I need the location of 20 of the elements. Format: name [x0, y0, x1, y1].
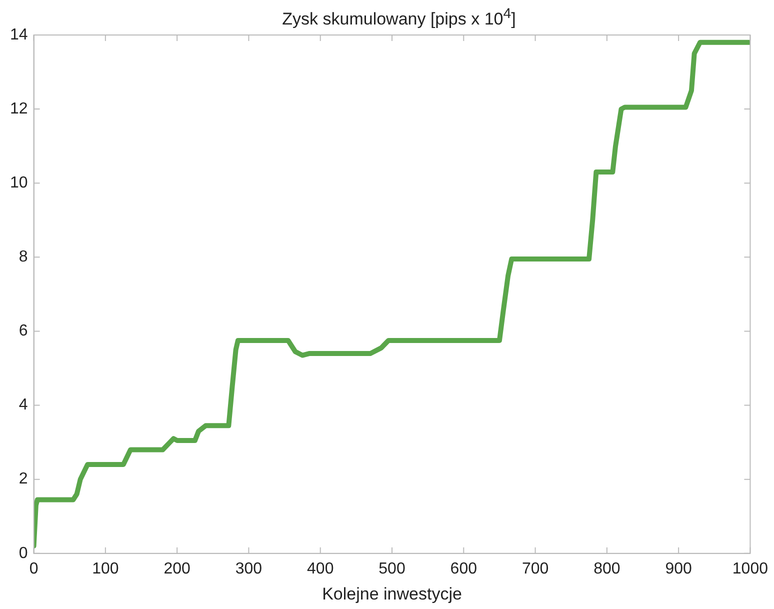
- x-tick-label: 600: [450, 560, 478, 578]
- y-tick-label: 4: [18, 396, 28, 414]
- x-tick-label: 300: [235, 560, 262, 578]
- x-tick-label: 900: [665, 560, 692, 578]
- x-tick-label: 800: [594, 560, 620, 578]
- y-tick-label: 12: [10, 100, 28, 118]
- x-axis-title: Kolejne inwestycje: [322, 584, 462, 604]
- x-tick-label: 700: [522, 560, 549, 578]
- chart-title: Zysk skumulowany [pips x 10$^{4}$]: [281, 6, 517, 30]
- y-tick-label: 14: [10, 26, 28, 44]
- y-tick-label: 8: [18, 248, 28, 266]
- x-tick-label: 100: [92, 560, 119, 578]
- x-tick-label: 200: [164, 560, 191, 578]
- y-tick-label: 10: [10, 174, 28, 192]
- y-tick-label: 2: [18, 470, 28, 488]
- x-tick-label: 500: [378, 560, 406, 578]
- y-tick-label: 6: [18, 322, 28, 340]
- x-tick-label: 400: [307, 560, 334, 578]
- y-tick-label: 0: [18, 544, 28, 562]
- x-tick-label: 1000: [732, 560, 768, 578]
